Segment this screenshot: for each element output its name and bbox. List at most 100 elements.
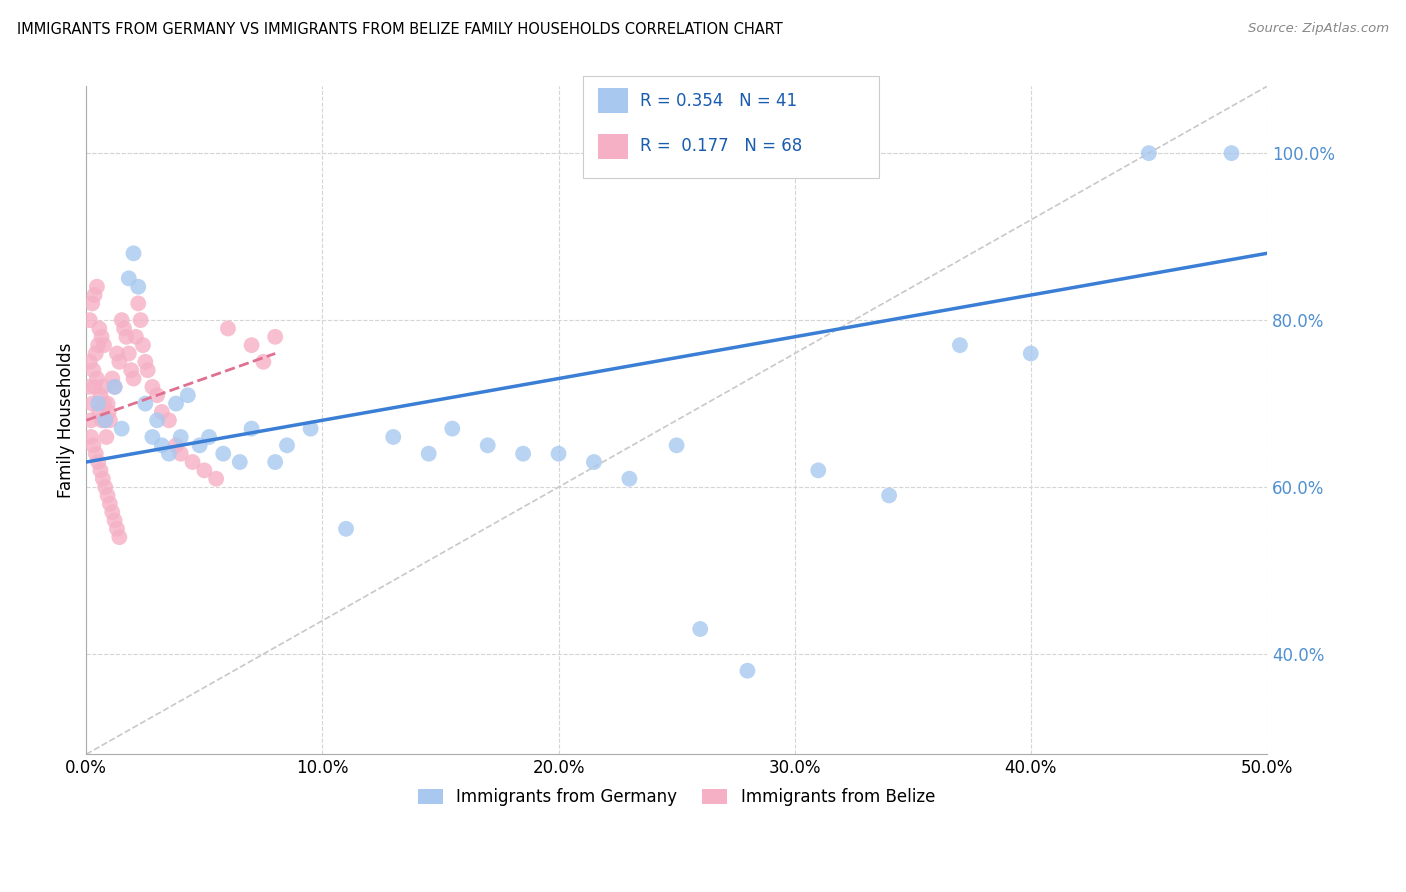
Point	[949, 338, 972, 352]
Point	[136, 363, 159, 377]
Point	[382, 430, 405, 444]
Point	[111, 313, 134, 327]
Point	[82, 363, 104, 377]
Point	[129, 313, 152, 327]
Point	[122, 371, 145, 385]
Point	[101, 505, 124, 519]
Point	[93, 396, 115, 410]
Point	[82, 438, 104, 452]
Point	[104, 380, 127, 394]
Point	[150, 438, 173, 452]
Point	[217, 321, 239, 335]
Point	[93, 338, 115, 352]
Point	[134, 355, 156, 369]
Point	[118, 271, 141, 285]
Point	[79, 355, 101, 369]
Point	[94, 480, 117, 494]
Point	[193, 463, 215, 477]
Point	[89, 388, 111, 402]
Point	[212, 447, 235, 461]
Point	[165, 438, 187, 452]
Point	[89, 463, 111, 477]
Point	[87, 338, 110, 352]
Point	[79, 313, 101, 327]
Point	[188, 438, 211, 452]
Point	[101, 371, 124, 385]
Point	[108, 530, 131, 544]
Point	[82, 296, 104, 310]
Point	[547, 447, 569, 461]
Point	[96, 488, 118, 502]
Point	[1137, 146, 1160, 161]
Point	[118, 346, 141, 360]
Point	[737, 664, 759, 678]
Y-axis label: Family Households: Family Households	[58, 343, 75, 498]
Point	[299, 422, 322, 436]
Point	[87, 455, 110, 469]
Legend: Immigrants from Germany, Immigrants from Belize: Immigrants from Germany, Immigrants from…	[412, 781, 942, 813]
Point	[181, 455, 204, 469]
Point	[512, 447, 534, 461]
Point	[98, 497, 121, 511]
Point	[582, 455, 605, 469]
Point	[134, 396, 156, 410]
Point	[115, 330, 138, 344]
Point	[170, 447, 193, 461]
Point	[105, 522, 128, 536]
Point	[1220, 146, 1243, 161]
Point	[104, 513, 127, 527]
Point	[146, 413, 169, 427]
Point	[80, 413, 103, 427]
Point	[80, 430, 103, 444]
Point	[619, 472, 641, 486]
Point	[96, 396, 118, 410]
Point	[141, 430, 163, 444]
Point	[170, 430, 193, 444]
Point	[84, 346, 107, 360]
Text: Source: ZipAtlas.com: Source: ZipAtlas.com	[1249, 22, 1389, 36]
Point	[150, 405, 173, 419]
Point	[477, 438, 499, 452]
Point	[157, 413, 180, 427]
Point	[84, 447, 107, 461]
Point	[94, 413, 117, 427]
Point	[418, 447, 440, 461]
Point	[807, 463, 830, 477]
Point	[90, 413, 112, 427]
Point	[97, 405, 120, 419]
Point	[122, 246, 145, 260]
Point	[229, 455, 252, 469]
Point	[252, 355, 274, 369]
Point	[112, 321, 135, 335]
Point	[98, 413, 121, 427]
Point	[125, 330, 148, 344]
Point	[205, 472, 228, 486]
Point	[90, 330, 112, 344]
Point	[276, 438, 298, 452]
Point	[86, 279, 108, 293]
Point	[96, 430, 118, 444]
Point	[264, 455, 287, 469]
Point	[127, 296, 149, 310]
Text: R = 0.354   N = 41: R = 0.354 N = 41	[640, 92, 797, 110]
Point	[127, 279, 149, 293]
Point	[441, 422, 464, 436]
Point	[198, 430, 221, 444]
Point	[132, 338, 155, 352]
Point	[141, 380, 163, 394]
Point	[240, 422, 263, 436]
Point	[240, 338, 263, 352]
Point	[94, 413, 117, 427]
Point	[89, 321, 111, 335]
Text: R =  0.177   N = 68: R = 0.177 N = 68	[640, 137, 801, 155]
Point	[87, 396, 110, 410]
Point	[104, 380, 127, 394]
Point	[89, 405, 111, 419]
Point	[77, 380, 100, 394]
Point	[108, 355, 131, 369]
Point	[83, 380, 105, 394]
Point	[111, 422, 134, 436]
Point	[165, 396, 187, 410]
Point	[105, 346, 128, 360]
Point	[157, 447, 180, 461]
